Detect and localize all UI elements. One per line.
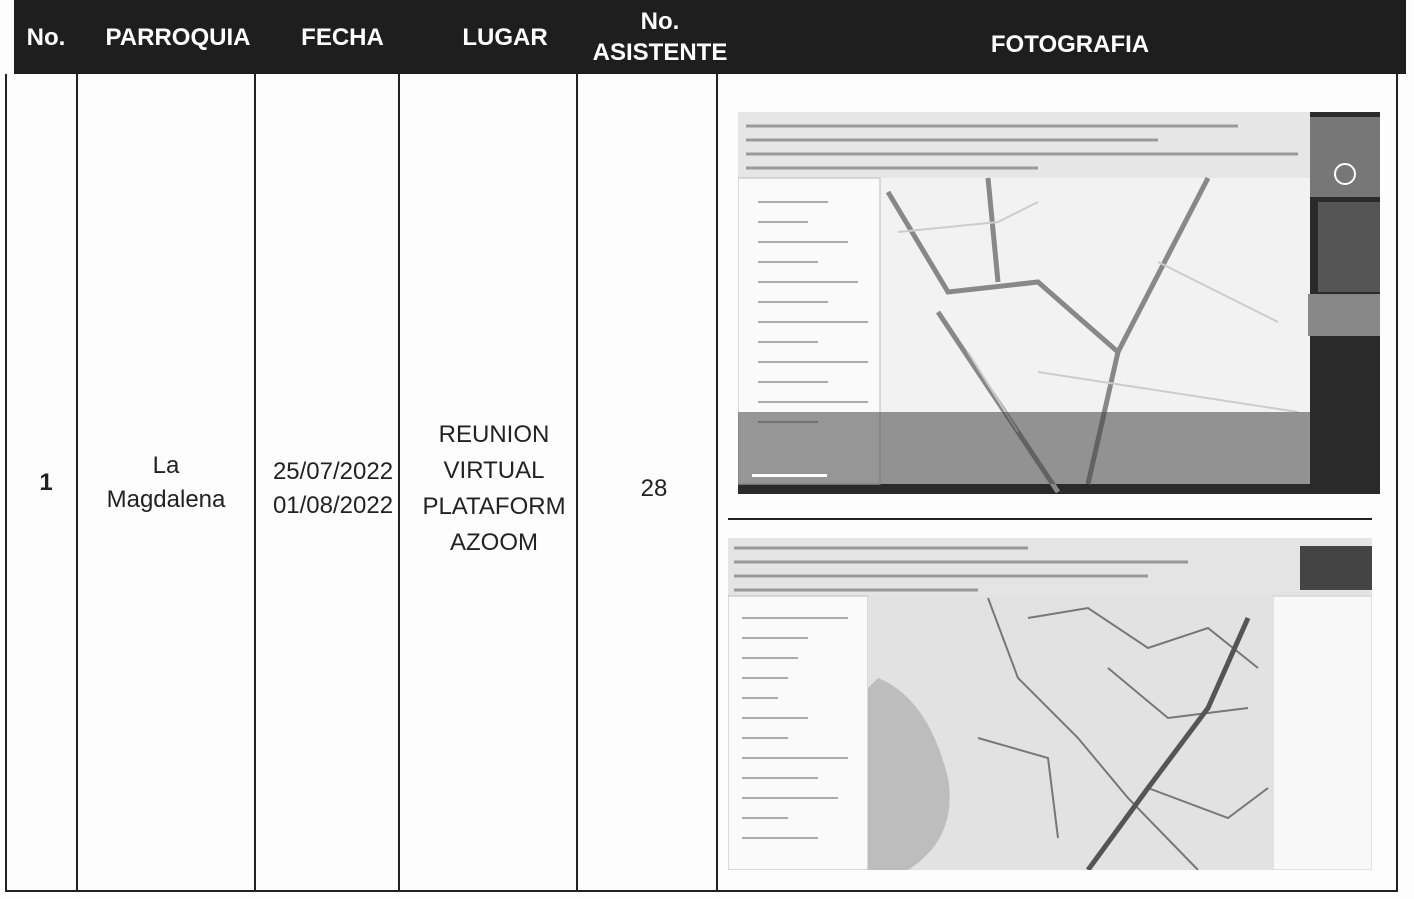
divider (728, 518, 1372, 520)
border (576, 74, 578, 892)
cell-text: 25/07/2022 (272, 458, 394, 485)
cell-no: 1 (6, 74, 86, 892)
photo (728, 538, 1372, 870)
table-header (14, 0, 1406, 74)
cell-text: 1 (39, 469, 53, 496)
header-text: ASISTENTE (592, 39, 728, 66)
cell-parroquia: La Magdalena (78, 74, 254, 892)
photo (738, 112, 1380, 494)
header-cell: LUGAR (415, 0, 595, 74)
cell-text: REUNION (438, 421, 550, 448)
header-cell: FECHA (270, 0, 415, 74)
cell-text: 01/08/2022 (272, 492, 394, 519)
cell-lugar: REUNION VIRTUAL PLATAFORM AZOOM (400, 80, 588, 898)
header-cell: No. ASISTENTE (590, 0, 730, 74)
header-cell: PARROQUIA (78, 0, 278, 74)
cell-text: Magdalena (106, 486, 226, 513)
header-text: LUGAR (462, 23, 548, 51)
header-text: No. (26, 23, 66, 51)
cell-asistentes: 28 (578, 80, 730, 898)
cell-text: AZOOM (450, 529, 538, 556)
border (716, 74, 718, 892)
header-cell: FOTOGRAFIA (730, 0, 1410, 74)
cell-text: VIRTUAL (443, 457, 545, 484)
header-text: PARROQUIA (105, 23, 251, 51)
border (254, 74, 256, 892)
header-text: No. (640, 8, 680, 35)
cell-text: La (152, 452, 180, 479)
header-cell: No. (14, 0, 78, 74)
border (1396, 74, 1398, 892)
border (5, 890, 1398, 892)
border (76, 74, 78, 892)
header-text: FOTOGRAFIA (990, 30, 1150, 58)
header-text: FECHA (301, 23, 384, 51)
cell-text: 28 (640, 475, 668, 502)
cell-text: PLATAFORM (422, 493, 566, 520)
border (398, 74, 400, 892)
cell-fecha: 25/07/2022 01/08/2022 (256, 80, 410, 898)
border (5, 74, 7, 892)
